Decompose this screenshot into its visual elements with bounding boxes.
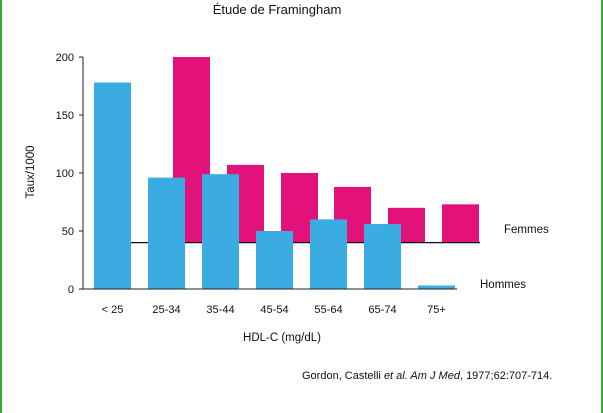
x-tick-label: 45-54 (260, 304, 288, 316)
legend-femmes: Femmes (504, 224, 549, 236)
source-citation: Gordon, Castelli et al. Am J Med, 1977;6… (302, 370, 552, 382)
x-tick-label: 65-74 (368, 304, 396, 316)
x-tick-label: 35-44 (206, 304, 234, 316)
y-tick-label: 150 (56, 110, 74, 122)
x-tick-label: 25-34 (152, 304, 180, 316)
x-tick-label: 75+ (427, 304, 446, 316)
bar-hommes-1 (148, 177, 185, 289)
y-tick-label: 0 (68, 284, 74, 296)
x-tick-label: 55-64 (314, 304, 342, 316)
source-authors: Gordon, Castelli (302, 370, 384, 382)
bar-hommes-3 (256, 231, 293, 289)
x-tick-label: < 25 (102, 304, 124, 316)
y-axis-label: Taux/1000 (25, 145, 37, 198)
y-tick-label: 100 (56, 168, 74, 180)
bar-hommes-6 (418, 285, 455, 289)
source-reference: , 1977;62:707-714. (460, 370, 552, 382)
bar-hommes-4 (310, 219, 347, 289)
y-tick-label: 200 (56, 52, 74, 64)
source-journal: et al. Am J Med (384, 370, 461, 382)
x-axis-label: HDL-C (mg/dL) (243, 332, 321, 344)
legend-hommes: Hommes (480, 279, 526, 291)
bar-hommes-2 (202, 174, 239, 289)
bar-hommes-5 (364, 224, 401, 289)
y-tick-label: 50 (62, 226, 74, 238)
bar-hommes-0 (94, 82, 131, 290)
bar-femmes-6 (442, 204, 479, 243)
chart-title: Étude de Framingham (213, 2, 342, 17)
